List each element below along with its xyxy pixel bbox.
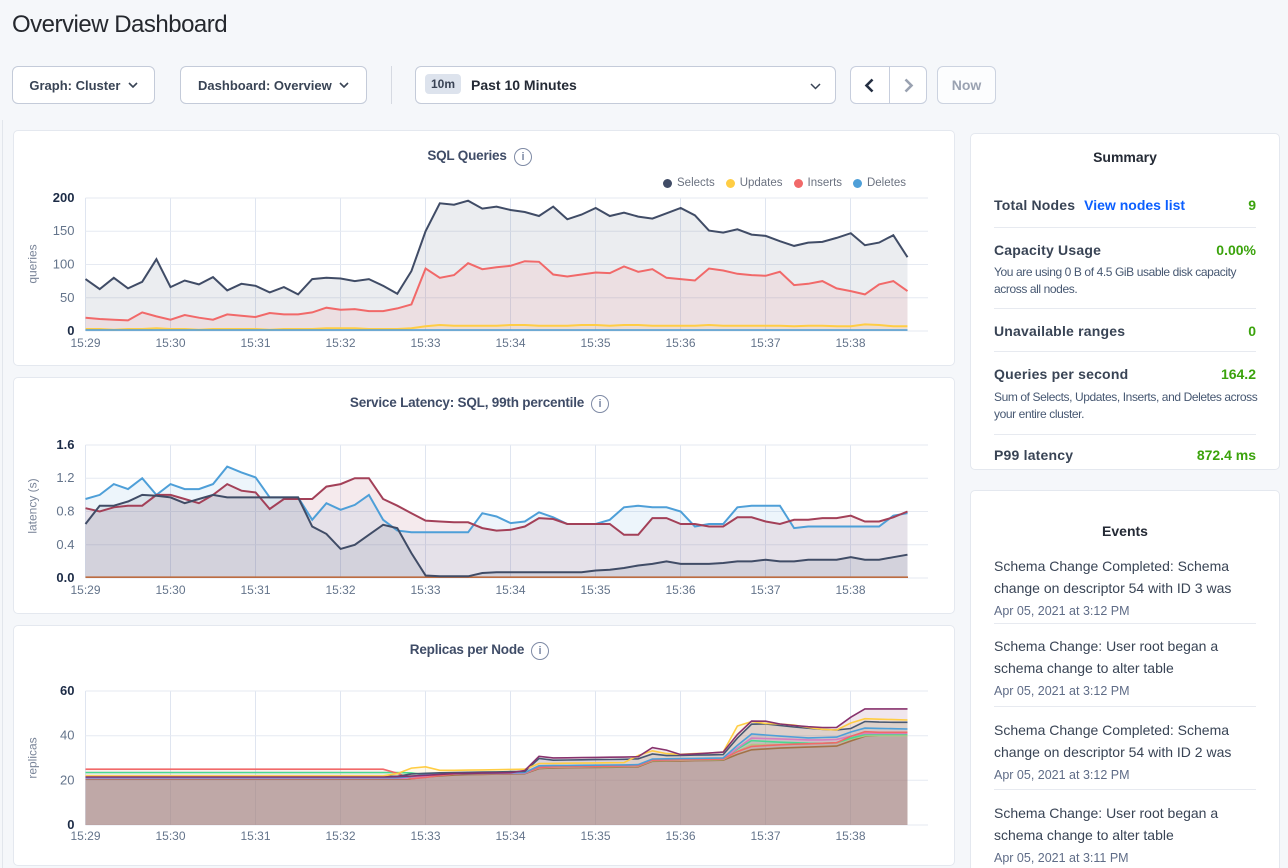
svg-text:150: 150 [53, 223, 75, 238]
svg-text:15:35: 15:35 [580, 583, 610, 597]
svg-text:15:31: 15:31 [240, 583, 270, 597]
svg-text:15:30: 15:30 [155, 583, 185, 597]
svg-text:15:35: 15:35 [580, 829, 610, 843]
svg-text:15:32: 15:32 [325, 583, 355, 597]
svg-text:15:29: 15:29 [70, 829, 100, 843]
svg-text:15:38: 15:38 [835, 583, 865, 597]
svg-text:15:29: 15:29 [70, 336, 100, 350]
svg-text:200: 200 [53, 190, 75, 205]
svg-text:15:33: 15:33 [410, 336, 440, 350]
svg-text:15:36: 15:36 [665, 583, 695, 597]
svg-text:15:32: 15:32 [325, 336, 355, 350]
svg-text:15:38: 15:38 [835, 336, 865, 350]
svg-text:15:33: 15:33 [410, 829, 440, 843]
svg-text:50: 50 [60, 290, 74, 305]
svg-text:15:30: 15:30 [155, 829, 185, 843]
svg-text:15:37: 15:37 [750, 336, 780, 350]
svg-text:0.0: 0.0 [56, 570, 74, 585]
svg-text:15:33: 15:33 [410, 583, 440, 597]
svg-text:1.2: 1.2 [56, 470, 74, 485]
svg-text:15:34: 15:34 [495, 583, 525, 597]
svg-text:15:34: 15:34 [495, 336, 525, 350]
svg-text:40: 40 [60, 728, 74, 743]
svg-text:0.8: 0.8 [56, 504, 74, 519]
svg-text:15:37: 15:37 [750, 829, 780, 843]
svg-text:15:31: 15:31 [240, 336, 270, 350]
svg-text:15:37: 15:37 [750, 583, 780, 597]
svg-text:15:30: 15:30 [155, 336, 185, 350]
svg-text:0: 0 [67, 323, 74, 338]
svg-text:15:36: 15:36 [665, 829, 695, 843]
svg-text:15:36: 15:36 [665, 336, 695, 350]
svg-text:0: 0 [67, 817, 74, 832]
svg-text:15:29: 15:29 [70, 583, 100, 597]
svg-text:15:32: 15:32 [325, 829, 355, 843]
svg-text:20: 20 [60, 772, 74, 787]
svg-text:60: 60 [60, 683, 74, 698]
svg-text:15:31: 15:31 [240, 829, 270, 843]
svg-text:1.6: 1.6 [56, 437, 74, 452]
svg-text:15:38: 15:38 [835, 829, 865, 843]
svg-text:100: 100 [53, 257, 75, 272]
svg-text:15:34: 15:34 [495, 829, 525, 843]
svg-text:15:35: 15:35 [580, 336, 610, 350]
svg-text:0.4: 0.4 [56, 537, 74, 552]
